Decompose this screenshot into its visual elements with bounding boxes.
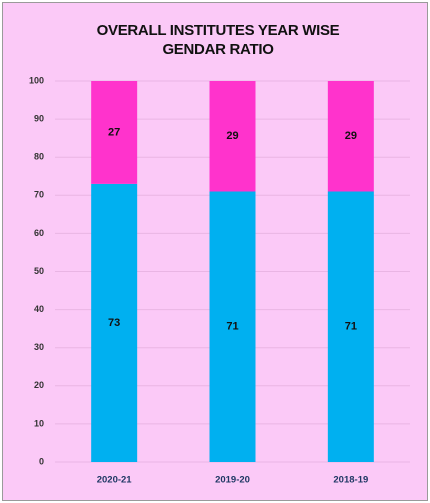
bar-segment xyxy=(91,81,138,184)
data-label: 71 xyxy=(345,321,357,333)
y-tick-label: 40 xyxy=(34,304,44,314)
y-tick-label: 10 xyxy=(34,418,44,428)
y-tick-label: 60 xyxy=(34,228,44,238)
data-label: 73 xyxy=(108,317,120,329)
y-tick-label: 80 xyxy=(34,152,44,162)
y-tick-label: 50 xyxy=(34,266,44,276)
chart-title: OVERALL INSTITUTES YEAR WISE GENDAR RATI… xyxy=(96,22,340,58)
x-tick-label: 2020-21 xyxy=(97,475,133,486)
y-tick-label: 20 xyxy=(34,380,44,390)
y-tick-label: 100 xyxy=(29,75,44,85)
bar-segment xyxy=(209,81,256,192)
y-tick-label: 70 xyxy=(34,190,44,200)
bar-segment xyxy=(327,81,374,192)
data-label: 29 xyxy=(226,130,238,142)
y-tick-label: 30 xyxy=(34,342,44,352)
data-label: 71 xyxy=(226,321,238,333)
bar-segment xyxy=(327,191,374,463)
bar-segment xyxy=(91,183,138,462)
y-tick-label: 90 xyxy=(34,113,44,123)
data-label: 27 xyxy=(108,126,120,138)
x-tick-label: 2018-19 xyxy=(333,475,368,486)
y-tick-label: 0 xyxy=(39,456,44,466)
x-tick-label: 2019-20 xyxy=(215,475,250,486)
data-label: 29 xyxy=(345,130,357,142)
bar-segment xyxy=(209,191,256,463)
